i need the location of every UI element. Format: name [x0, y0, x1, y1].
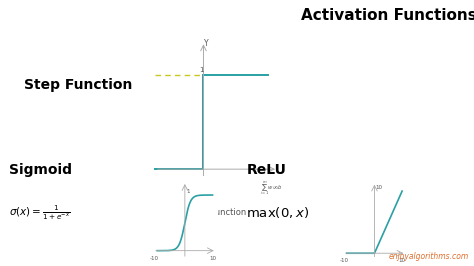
Text: enjoyalgorithms.com: enjoyalgorithms.com — [389, 252, 469, 261]
Text: $\max(0, x)$: $\max(0, x)$ — [246, 205, 310, 220]
Text: 0: 0 — [201, 179, 206, 185]
Text: Sigmoid: Sigmoid — [9, 163, 73, 177]
Text: -10: -10 — [150, 256, 159, 261]
Text: ReLU: ReLU — [246, 163, 286, 177]
Text: $\sigma(x) = \frac{1}{1+e^{-x}}$: $\sigma(x) = \frac{1}{1+e^{-x}}$ — [9, 203, 71, 222]
Text: 10: 10 — [376, 185, 383, 190]
Text: Activation Functions: Activation Functions — [301, 8, 474, 23]
Text: Y: Y — [204, 39, 209, 48]
Text: 1: 1 — [186, 189, 190, 194]
Text: $\sum_{i=1}^{m} w_i x_i b$: $\sum_{i=1}^{m} w_i x_i b$ — [260, 179, 283, 197]
Text: 10: 10 — [399, 257, 406, 263]
Text: 1: 1 — [199, 66, 204, 73]
Text: Step Function: Step Function — [24, 78, 132, 92]
Text: -10: -10 — [339, 257, 348, 263]
Text: Step function: Step function — [190, 208, 246, 217]
Text: 10: 10 — [209, 256, 216, 261]
